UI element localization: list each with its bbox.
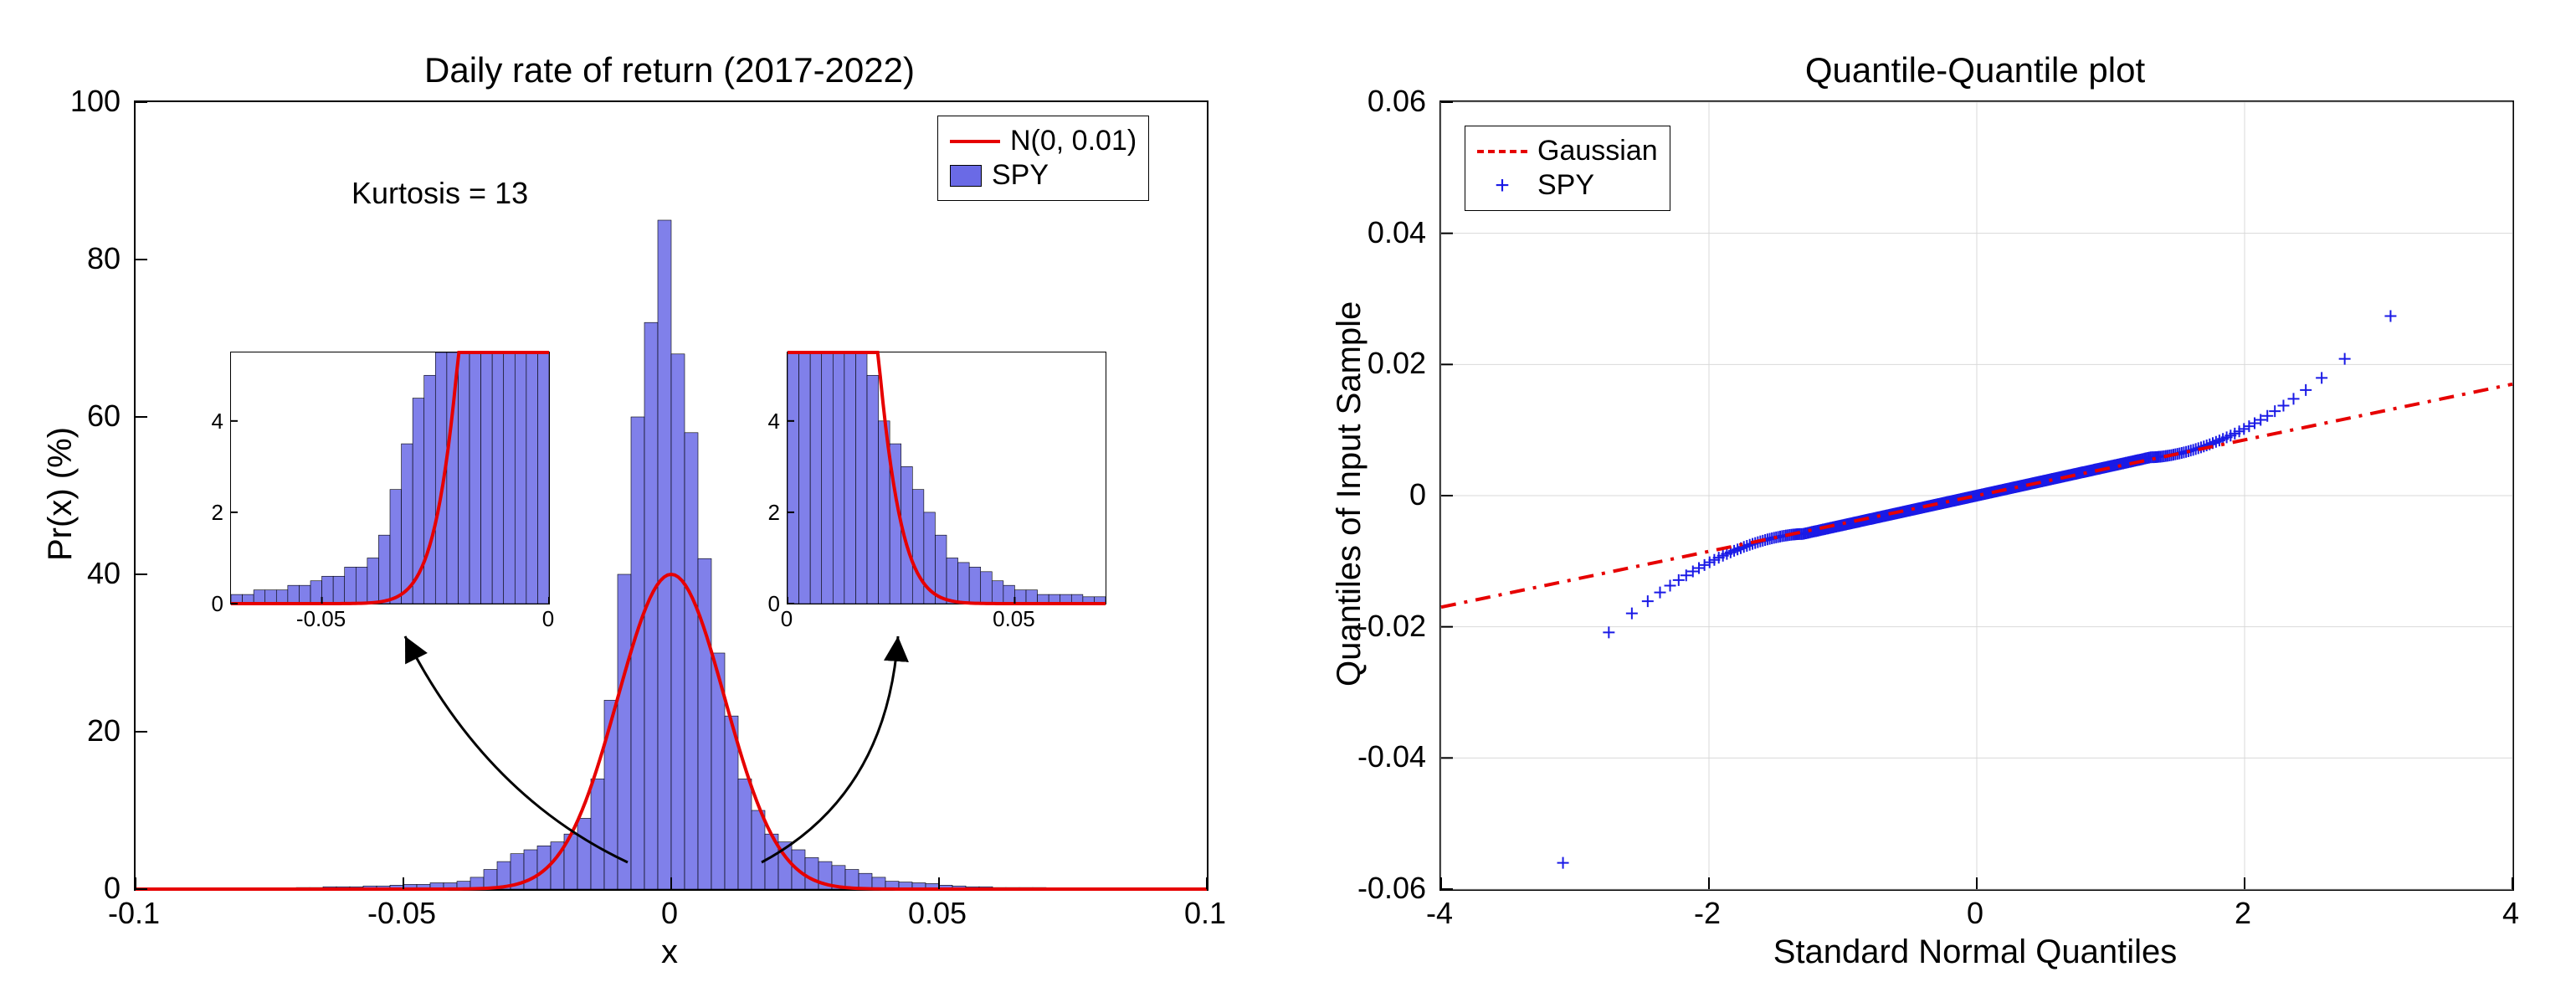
- inset-right-svg: [788, 352, 1106, 604]
- right-title: Quantile-Quantile plot: [1805, 50, 2145, 90]
- right-panel: [1439, 100, 2514, 891]
- legend-bar-label: SPY: [992, 159, 1049, 192]
- right-legend: Gaussian + SPY: [1465, 126, 1670, 211]
- figure: Daily rate of return (2017-2022) x Pr(x)…: [0, 0, 2576, 1008]
- legend-plus-icon: +: [1477, 173, 1527, 198]
- legend-curve-label: N(0, 0.01): [1010, 125, 1137, 157]
- left-ylabel: Pr(x) (%): [42, 427, 80, 561]
- inset-right: [787, 352, 1106, 604]
- legend-spy-label: SPY: [1537, 169, 1594, 202]
- inset-left: [230, 352, 550, 604]
- legend-row-spy: + SPY: [1477, 169, 1658, 202]
- kurtosis-annotation: Kurtosis = 13: [352, 176, 528, 211]
- legend-gaussian-label: Gaussian: [1537, 135, 1658, 167]
- legend-swatch-icon: [950, 165, 982, 187]
- left-legend: N(0, 0.01) SPY: [937, 116, 1149, 201]
- right-xlabel: Standard Normal Quantiles: [1773, 933, 2177, 971]
- legend-line-icon: [950, 140, 1000, 143]
- legend-dash-icon: [1477, 150, 1527, 153]
- legend-row-gaussian: Gaussian: [1477, 135, 1658, 167]
- right-chart-svg: [1441, 102, 2512, 889]
- left-title: Daily rate of return (2017-2022): [424, 50, 915, 90]
- legend-row-bar: SPY: [950, 159, 1137, 192]
- left-xlabel: x: [661, 933, 678, 971]
- inset-left-svg: [231, 352, 549, 604]
- legend-row-curve: N(0, 0.01): [950, 125, 1137, 157]
